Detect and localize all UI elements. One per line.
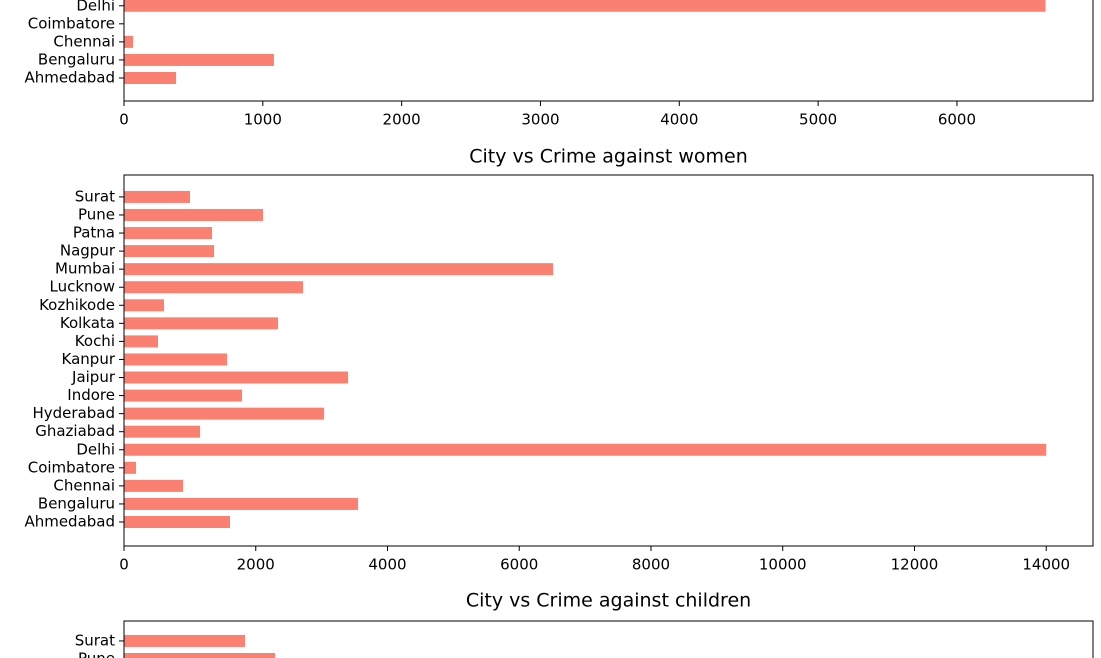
y-tick-label: Kolkata [60, 314, 115, 332]
bar [124, 0, 1046, 12]
bar [124, 227, 213, 240]
bar [124, 190, 191, 203]
bar [124, 208, 263, 221]
bar [124, 407, 325, 420]
y-tick-label: Coimbatore [28, 14, 115, 32]
y-tick-label: Nagpur [60, 242, 116, 260]
x-tick-label: 0 [119, 556, 129, 574]
bar [124, 353, 228, 366]
bar [124, 653, 276, 658]
bar [124, 53, 274, 66]
x-tick-label: 4000 [368, 556, 406, 574]
y-tick-label: Ghaziabad [35, 422, 115, 440]
y-tick-label: Coimbatore [28, 458, 115, 476]
bar [124, 425, 201, 438]
y-tick-label: Ahmedabad [24, 513, 115, 531]
y-tick-label: Chennai [53, 476, 115, 494]
x-tick-label: 6000 [938, 111, 976, 129]
x-tick-label: 1000 [244, 111, 282, 129]
bar [124, 371, 349, 384]
y-tick-label: Lucknow [50, 278, 116, 296]
x-tick-label: 4000 [660, 111, 698, 129]
y-tick-label: Patna [73, 224, 115, 242]
y-tick-label: Kochi [75, 332, 115, 350]
y-tick-label: Pune [78, 205, 115, 223]
chart-title: City vs Crime against children [466, 590, 751, 612]
axes-frame [123, 620, 1094, 658]
x-tick-label: 2000 [383, 111, 421, 129]
y-tick-label: Chennai [53, 32, 115, 50]
x-tick-label: 3000 [521, 111, 559, 129]
x-tick-label: 2000 [237, 556, 275, 574]
y-tick-label: Indore [67, 386, 115, 404]
bar [124, 245, 215, 258]
bar [124, 497, 359, 510]
y-tick-label: Mumbai [55, 260, 115, 278]
bar [124, 281, 304, 294]
x-tick-label: 14000 [1022, 556, 1070, 574]
y-tick-label: Delhi [76, 440, 115, 458]
bar [124, 317, 279, 330]
x-tick-label: 6000 [500, 556, 538, 574]
x-tick-label: 5000 [799, 111, 837, 129]
y-tick-label: Pune [78, 650, 115, 658]
bar [124, 443, 1047, 456]
y-tick-label: Kanpur [62, 350, 116, 368]
y-tick-label: Bengaluru [38, 50, 115, 68]
axes-frame [123, 174, 1094, 547]
y-tick-label: Ahmedabad [24, 69, 115, 87]
bar [124, 461, 136, 474]
bar [124, 634, 245, 647]
bar [124, 72, 177, 84]
x-tick-label: 8000 [632, 556, 670, 574]
bar [124, 389, 243, 402]
y-tick-label: Kozhikode [39, 296, 115, 314]
y-tick-label: Delhi [76, 0, 115, 14]
bar [124, 335, 158, 348]
chart-title: City vs Crime against women [469, 146, 748, 168]
bar [124, 516, 230, 528]
y-tick-label: Bengaluru [38, 494, 115, 512]
axes-frame [123, 0, 1094, 102]
y-tick-label: Hyderabad [33, 404, 116, 422]
bar [124, 479, 184, 492]
bar [124, 35, 134, 48]
x-tick-label: 10000 [759, 556, 807, 574]
bar [124, 299, 164, 312]
x-tick-label: 0 [119, 111, 129, 129]
y-tick-label: Surat [75, 631, 115, 649]
y-tick-label: Jaipur [71, 368, 116, 386]
y-tick-label: Surat [75, 187, 115, 205]
bar [124, 263, 554, 276]
x-tick-label: 12000 [891, 556, 939, 574]
